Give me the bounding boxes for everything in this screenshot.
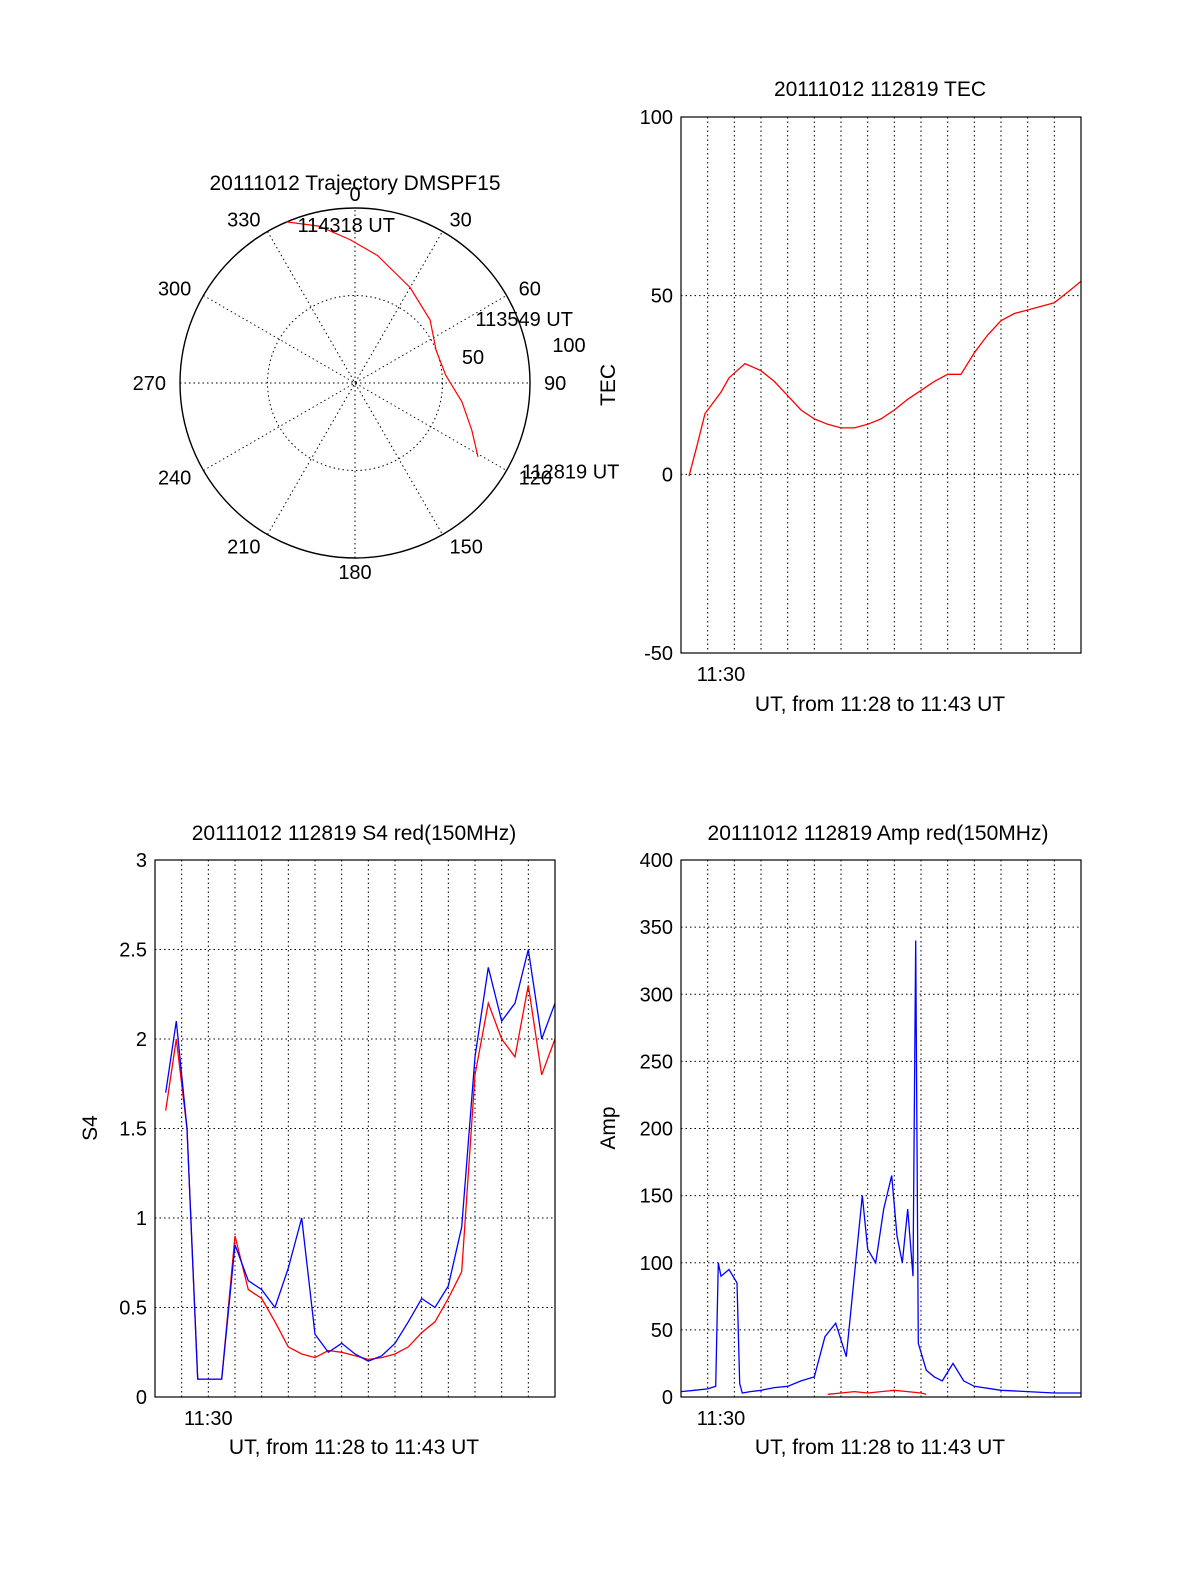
polar-angle-label-180: 180 (338, 562, 371, 584)
polar-radial-label-100: 100 (552, 335, 585, 357)
s4-x-label: UT, from 11:28 to 11:43 UT (229, 1436, 479, 1459)
s4-y-tick-label: 1 (136, 1208, 147, 1230)
tec-x-tick-label: 11:30 (697, 664, 746, 686)
s4-title: 20111012 112819 S4 red(150MHz) (192, 822, 517, 845)
tec-series-line-0 (688, 280, 1082, 477)
polar-title: 20111012 Trajectory DMSPF15 (209, 172, 500, 195)
polar-annotation-end: 112819 UT (522, 462, 619, 484)
amp-y-tick-label: 300 (640, 984, 673, 1006)
s4-series-line-1 (165, 949, 556, 1380)
s4-y-tick-label: 0.5 (119, 1298, 147, 1320)
tec-y-tick-label: 0 (662, 464, 673, 486)
polar-angle-label-120: 120 (519, 468, 552, 490)
amp-y-ticks: 0 50 100 150 200 250 300 350 400 (640, 850, 673, 1409)
polar-angle-label-300: 300 (158, 279, 191, 301)
amp-series-line-0 (680, 940, 1081, 1394)
polar-angle-labels: 0 30 60 90 120 150 180 210 240 270 300 330 (133, 184, 567, 584)
s4-x-ticks: 11:30 (184, 1408, 233, 1430)
amp-y-tick-label: 350 (640, 917, 673, 939)
s4-y-tick-label: 3 (136, 850, 147, 872)
amp-y-tick-label: 200 (640, 1119, 673, 1141)
tec-y-tick-label: 100 (640, 107, 673, 129)
tec-y-tick-label: -50 (644, 643, 673, 665)
s4-y-ticks: 0 0.5 1 1.5 2 2.5 3 (119, 850, 147, 1409)
polar-outer-circle (179, 207, 531, 559)
amp-y-tick-label: 50 (651, 1320, 673, 1342)
amp-x-label: UT, from 11:28 to 11:43 UT (755, 1436, 1005, 1459)
amp-y-tick-label: 250 (640, 1051, 673, 1073)
polar-angle-label-0: 0 (349, 184, 360, 206)
amp-y-tick-label: 150 (640, 1186, 673, 1208)
polar-angle-label-60: 60 (519, 279, 541, 301)
s4-series (165, 949, 556, 1380)
tec-panel: 20111012 112819 TEC -50 0 50 100 11:30 UT, … (597, 78, 1082, 716)
amp-y-label: Amp (597, 1106, 620, 1149)
amp-grid (681, 860, 1081, 1397)
s4-y-label: S4 (79, 1115, 102, 1141)
polar-angle-label-30: 30 (450, 209, 472, 231)
tec-x-label: UT, from 11:28 to 11:43 UT (755, 693, 1005, 716)
s4-y-tick-label: 0 (136, 1387, 147, 1409)
s4-y-tick-label: 2 (136, 1029, 147, 1051)
polar-annotation-start: 114318 UT (298, 215, 395, 237)
polar-angle-label-210: 210 (227, 537, 260, 559)
s4-grid (155, 860, 555, 1397)
tec-y-label: TEC (597, 364, 620, 406)
amp-x-ticks: 11:30 (697, 1408, 746, 1430)
polar-angle-label-330: 330 (227, 209, 260, 231)
polar-angle-label-90: 90 (544, 373, 566, 395)
amp-panel: 20111012 112819 Amp red(150MHz) 0 50 100 15… (597, 822, 1082, 1459)
s4-y-tick-label: 2.5 (119, 940, 147, 962)
amp-y-tick-label: 0 (662, 1387, 673, 1409)
amp-series-line-1 (827, 1389, 927, 1395)
amp-series (680, 940, 1081, 1395)
tec-y-tick-label: 50 (651, 286, 673, 308)
amp-y-tick-label: 400 (640, 850, 673, 872)
polar-angle-label-240: 240 (158, 468, 191, 490)
tec-y-ticks: -50 0 50 100 (640, 107, 673, 665)
polar-annotation-mid: 113549 UT (476, 309, 573, 331)
polar-trajectory-line (286, 221, 479, 458)
amp-y-tick-label: 100 (640, 1253, 673, 1275)
polar-spokes (180, 208, 530, 558)
s4-plot-frame (154, 859, 556, 1398)
polar-angle-label-270: 270 (133, 373, 166, 395)
polar-radial-label-50: 50 (462, 347, 484, 369)
amp-x-tick-label: 11:30 (697, 1408, 746, 1430)
tec-x-ticks: 11:30 (697, 664, 746, 686)
s4-x-tick-label: 11:30 (184, 1408, 233, 1430)
amp-plot-frame (680, 859, 1082, 1398)
tec-series (688, 280, 1082, 477)
s4-series-line-0 (165, 985, 556, 1380)
polar-angle-label-150: 150 (450, 537, 483, 559)
polar-panel: 20111012 Trajectory DMSPF15 0 30 60 90 120 15… (133, 172, 620, 584)
amp-title: 20111012 112819 Amp red(150MHz) (708, 822, 1049, 845)
tec-plot-frame (680, 116, 1082, 654)
tec-title: 20111012 112819 TEC (774, 78, 986, 101)
s4-y-tick-label: 1.5 (119, 1119, 147, 1141)
s4-panel: 20111012 112819 S4 red(150MHz) 0 0.5 1 1.5 2… (79, 822, 556, 1459)
tec-grid (681, 117, 1081, 653)
